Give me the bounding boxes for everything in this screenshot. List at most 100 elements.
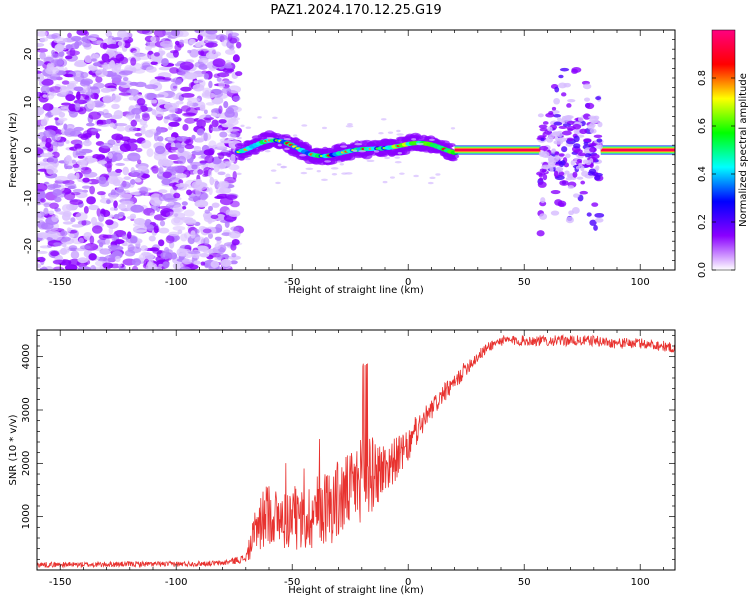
heatmap-cell — [169, 252, 178, 260]
heatmap-cell — [155, 126, 162, 135]
heatmap-cell — [454, 148, 541, 152]
heatmap-cell — [69, 233, 75, 238]
heatmap-cell — [337, 160, 342, 163]
heatmap-cell — [396, 129, 401, 133]
heatmap-cell — [37, 213, 42, 218]
heatmap-cell — [130, 179, 136, 185]
heatmap-cell — [394, 161, 402, 164]
heatmap-cell — [204, 209, 211, 214]
heatmap-cell — [585, 102, 595, 110]
heatmap-cell — [88, 253, 97, 261]
heatmap-cell — [37, 91, 40, 97]
heatmap-cell — [181, 92, 195, 98]
heatmap-cell — [551, 156, 560, 163]
heatmap-cell — [299, 154, 307, 157]
heatmap-cell — [109, 122, 115, 128]
heatmap-cell — [160, 128, 166, 133]
heatmap-cell — [65, 94, 76, 102]
heatmap-cell — [593, 224, 598, 231]
heatmap-cell — [577, 116, 584, 122]
heatmap-cell — [45, 142, 52, 149]
heatmap-cell — [230, 260, 238, 265]
heatmap-cell — [118, 203, 126, 210]
heatmap-cell — [366, 159, 375, 163]
heatmap-cell — [37, 232, 50, 239]
heatmap-cell — [195, 42, 202, 48]
heatmap-cell — [47, 184, 62, 189]
heatmap-cell — [200, 261, 206, 266]
heatmap-cell — [305, 167, 314, 170]
heatmap-cell — [583, 113, 591, 120]
heatmap-cell — [235, 71, 243, 77]
heatmap-cell — [41, 78, 54, 86]
heatmap-cell — [126, 231, 132, 239]
heatmap-cell — [230, 200, 240, 208]
heatmap-cell — [554, 86, 560, 93]
heatmap-cell — [106, 44, 120, 49]
heatmap-cell — [540, 137, 545, 142]
heatmap-cell — [61, 102, 72, 106]
heatmap-cell — [127, 246, 142, 254]
heatmap-cell — [589, 147, 597, 153]
heatmap-cell — [126, 138, 138, 143]
y-tick-label: 20 — [23, 48, 34, 61]
heatmap-cell — [68, 80, 79, 85]
heatmap-cell — [46, 34, 58, 40]
heatmap-cell — [283, 137, 291, 141]
heatmap-cell — [73, 143, 83, 149]
heatmap-cell — [266, 136, 274, 140]
heatmap-cell — [68, 245, 78, 251]
heatmap-cell — [240, 124, 245, 128]
heatmap-cell — [235, 41, 242, 49]
heatmap-cell — [205, 42, 218, 48]
heatmap-cell — [72, 163, 80, 168]
heatmap-cell — [70, 217, 76, 223]
heatmap-cell — [340, 145, 348, 148]
heatmap-cell — [184, 72, 198, 80]
heatmap-cell — [40, 85, 51, 94]
heatmap-cell — [559, 180, 569, 186]
heatmap-cell — [37, 70, 43, 74]
heatmap-cell — [168, 231, 180, 237]
heatmap-cell — [105, 30, 113, 38]
heatmap-cell — [68, 103, 77, 112]
heatmap-cell — [160, 40, 173, 48]
heatmap-cell — [321, 126, 327, 130]
heatmap-cell — [53, 37, 68, 44]
heatmap-cell — [158, 227, 170, 234]
heatmap-cell — [153, 30, 166, 38]
heatmap-cell — [39, 51, 46, 60]
heatmap-cell — [118, 92, 131, 96]
heatmap-cell — [397, 151, 403, 155]
heatmap-cell — [90, 58, 98, 62]
heatmap-cell — [593, 172, 603, 177]
heatmap-cell — [429, 138, 435, 142]
heatmap-cell — [224, 49, 236, 55]
heatmap-cell — [183, 232, 191, 239]
heatmap-cell — [180, 86, 192, 92]
heatmap-cell — [46, 165, 55, 175]
heatmap-cell — [82, 139, 92, 147]
heatmap-cell — [73, 61, 87, 68]
heatmap-cell — [51, 53, 60, 59]
heatmap-cell — [202, 87, 212, 94]
heatmap-cell — [594, 217, 604, 223]
heatmap-cell — [177, 146, 185, 154]
heatmap-cell — [184, 244, 192, 250]
heatmap-cell — [394, 156, 401, 159]
heatmap-cell — [558, 153, 565, 157]
heatmap-cell — [208, 168, 213, 178]
heatmap-cell — [578, 163, 583, 167]
heatmap-cell — [61, 204, 72, 213]
heatmap-cell — [172, 204, 185, 213]
heatmap-cell — [579, 128, 588, 135]
x-tick-label: 50 — [518, 577, 531, 588]
heatmap-cell — [37, 60, 45, 67]
heatmap-cell — [579, 190, 588, 195]
heatmap-cell — [110, 94, 122, 103]
heatmap-cell — [396, 133, 404, 136]
heatmap-cell — [89, 86, 99, 90]
heatmap-cell — [46, 62, 55, 69]
heatmap-cell — [191, 134, 196, 140]
heatmap-cell — [86, 196, 96, 205]
